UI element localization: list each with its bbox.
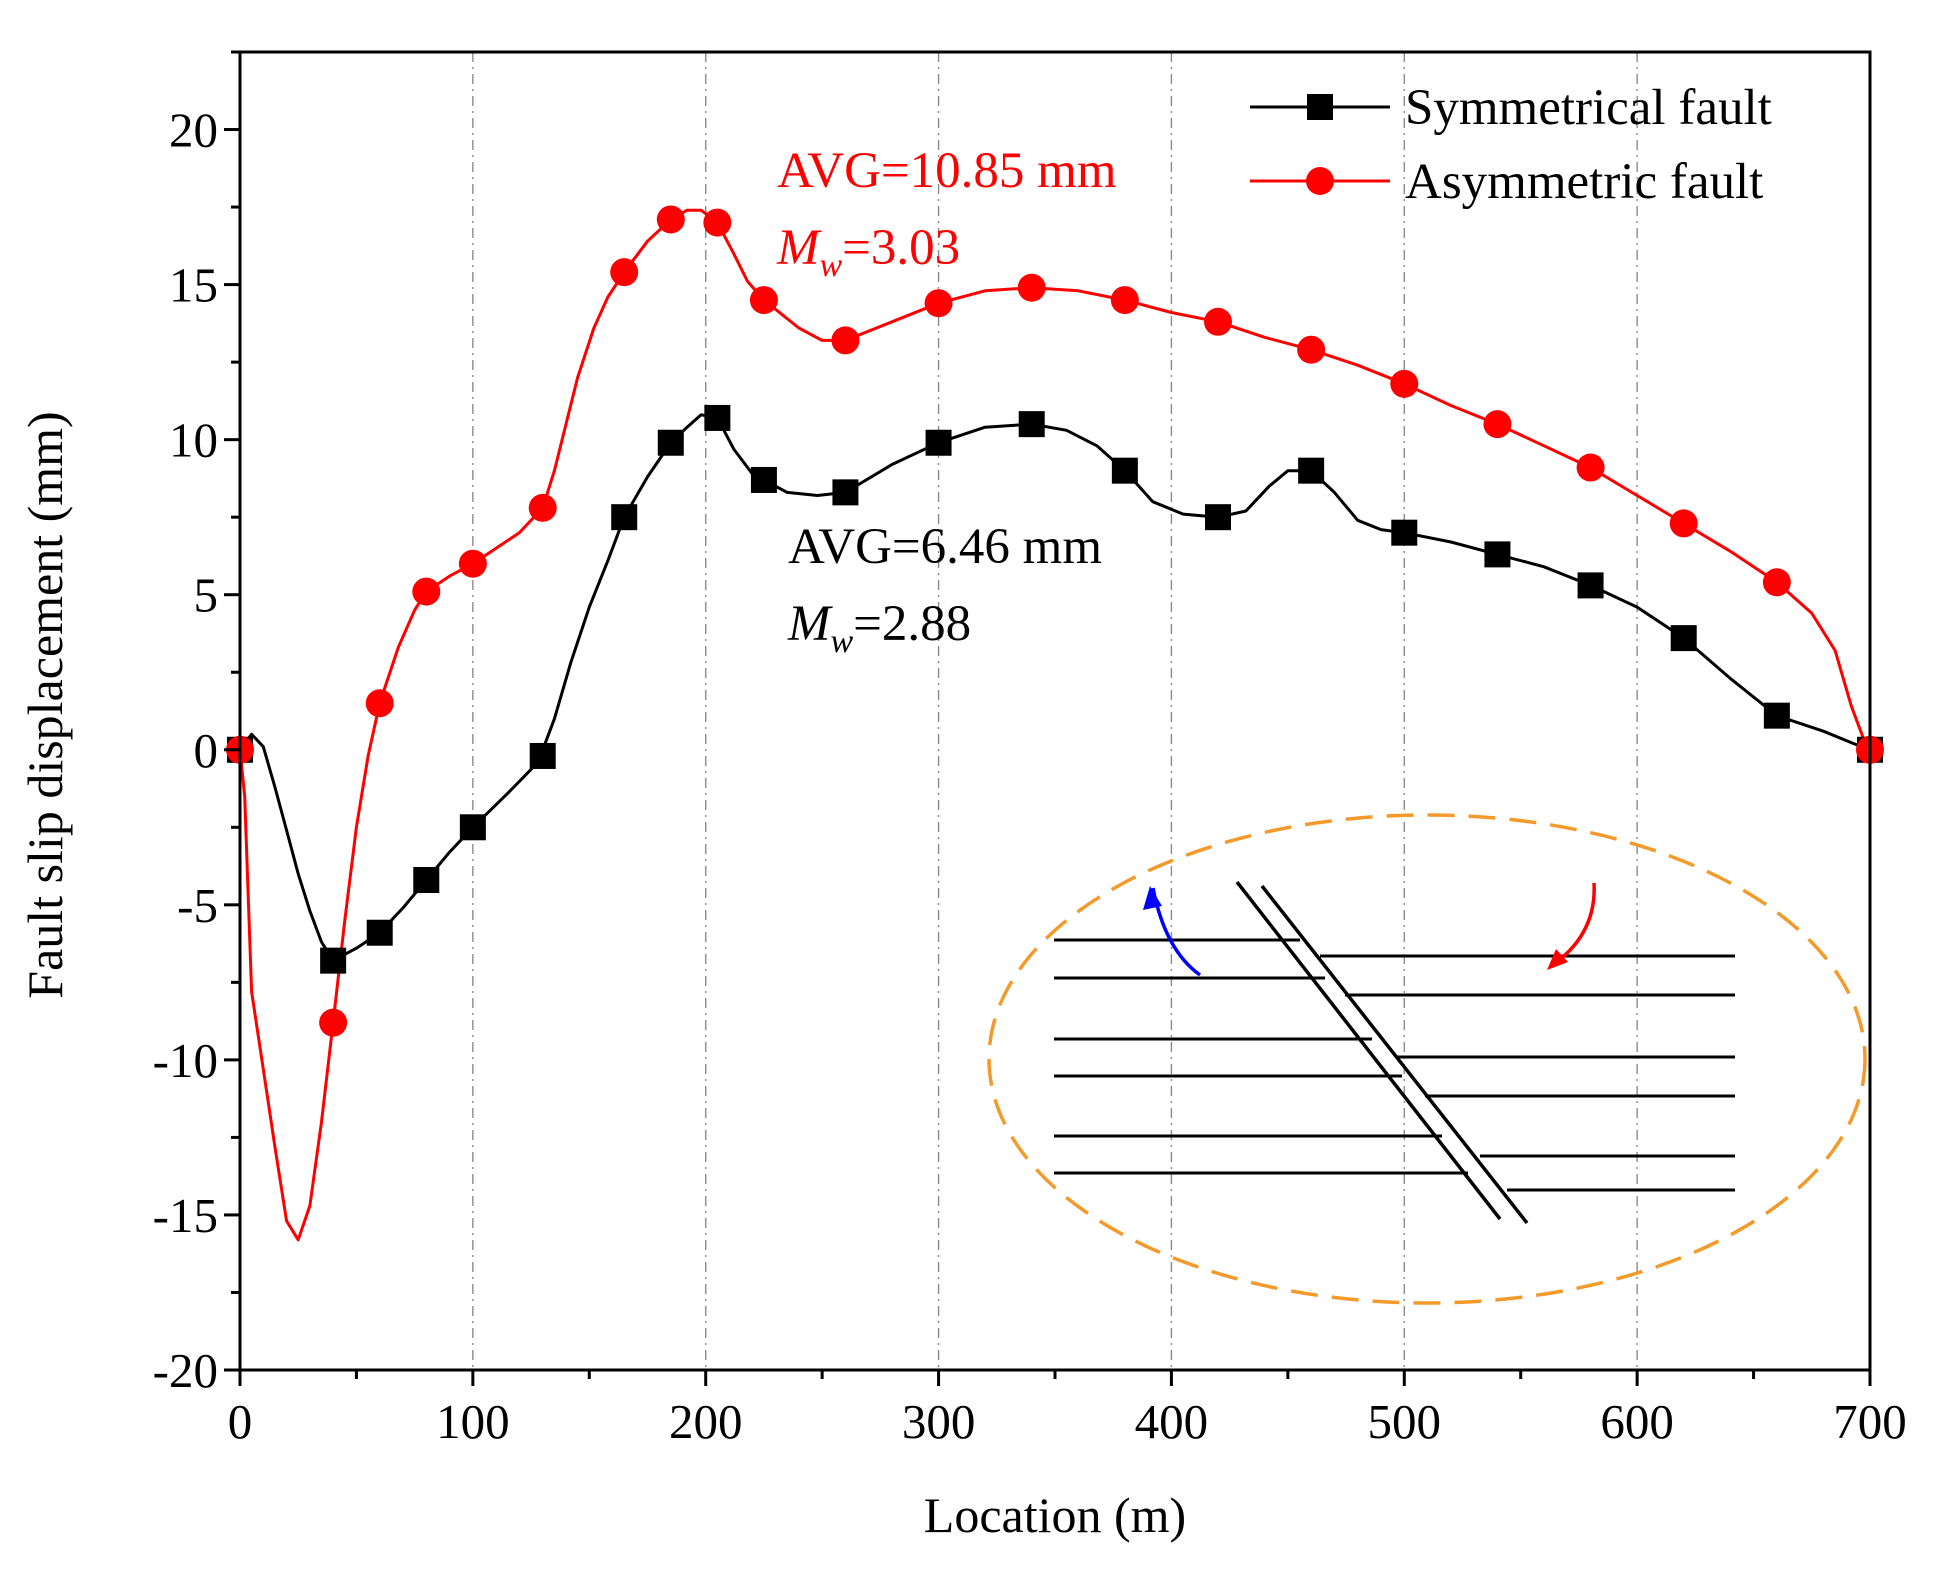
- legend-asymmetric-label: Asymmetric fault: [1405, 154, 1763, 210]
- asymmetric-point-15: [1297, 335, 1326, 364]
- inset-schematic: [987, 813, 1867, 1305]
- symmetrical-point-4: [459, 814, 486, 841]
- asymmetric-point-20: [1762, 568, 1791, 597]
- symmetrical-point-13: [1111, 457, 1138, 484]
- asymmetric-point-8: [703, 208, 732, 237]
- series-layer: [226, 205, 1884, 1242]
- y-tick-label-5: 5: [194, 568, 219, 623]
- y-axis-title: Fault slip displacement (mm): [17, 411, 73, 998]
- annotation-asym-mw: Mw=3.03: [776, 220, 960, 284]
- annotation-sym-avg: AVG=6.46 mm: [788, 519, 1102, 575]
- y-tick-label-3: -5: [177, 878, 218, 933]
- asymmetric-point-4: [458, 549, 487, 578]
- x-tick-label-3: 300: [902, 1394, 976, 1449]
- y-tick-label-6: 10: [169, 413, 218, 468]
- asymmetric-point-6: [610, 258, 639, 287]
- symmetrical-point-16: [1391, 519, 1418, 546]
- x-tick-label-1: 100: [436, 1394, 510, 1449]
- inset-blue-arrowhead: [1143, 886, 1162, 910]
- inset-right-strata: [1320, 954, 1735, 1192]
- symmetrical-point-7: [657, 429, 684, 456]
- symmetrical-point-18: [1577, 572, 1604, 599]
- symmetrical-point-11: [925, 429, 952, 456]
- symmetrical-point-5: [529, 742, 556, 769]
- legend-symmetrical-label: Symmetrical fault: [1405, 80, 1772, 136]
- asymmetric-point-5: [528, 493, 557, 522]
- symmetrical-point-10: [832, 479, 859, 506]
- annotations: AVG=10.85 mm Mw=3.03 AVG=6.46 mm Mw=2.88: [776, 143, 1117, 660]
- symmetrical-point-20: [1763, 702, 1790, 729]
- symmetrical-point-19: [1670, 625, 1697, 652]
- asymmetric-point-16: [1390, 369, 1419, 398]
- asymmetric-point-3: [412, 577, 441, 606]
- y-tick-label-0: -20: [153, 1343, 218, 1398]
- symmetrical-point-9: [750, 466, 777, 493]
- y-tick-label-8: 20: [169, 103, 218, 158]
- x-tick-label-2: 200: [669, 1394, 743, 1449]
- x-tick-label-4: 400: [1135, 1394, 1209, 1449]
- x-axis-title: Location (m): [924, 1487, 1186, 1543]
- symmetrical-point-14: [1205, 504, 1231, 531]
- annotation-asym-avg: AVG=10.85 mm: [777, 143, 1117, 199]
- y-tick-label-1: -15: [153, 1188, 218, 1243]
- symmetrical-series-line: [238, 413, 1871, 963]
- x-tick-label-6: 600: [1600, 1394, 1674, 1449]
- asymmetric-point-19: [1669, 509, 1698, 538]
- legend: Symmetrical fault Asymmetric fault: [1250, 80, 1772, 210]
- symmetrical-point-12: [1018, 411, 1045, 438]
- asymmetric-point-12: [1017, 273, 1046, 302]
- asymmetric-point-9: [749, 286, 778, 315]
- symmetrical-point-8: [704, 404, 731, 431]
- inset-left-strata: [1054, 938, 1468, 1175]
- symmetrical-point-1: [320, 947, 347, 974]
- symmetrical-point-6: [611, 504, 638, 531]
- symmetrical-point-2: [366, 919, 393, 946]
- y-tick-label-7: 15: [169, 258, 218, 313]
- asymmetric-point-14: [1204, 307, 1232, 336]
- y-tick-label-2: -10: [153, 1033, 218, 1088]
- inset-blue-arrow: [1151, 887, 1202, 977]
- asymmetric-point-10: [831, 326, 860, 355]
- inset-dashed-ellipse: [987, 813, 1867, 1305]
- legend-asymmetric-marker: [1306, 167, 1334, 195]
- symmetrical-point-3: [413, 867, 440, 894]
- asymmetric-point-7: [656, 205, 685, 234]
- asymmetric-point-18: [1576, 453, 1605, 482]
- inset-red-arrowhead: [1547, 949, 1568, 970]
- annotation-sym-mw: Mw=2.88: [787, 596, 971, 660]
- legend-symmetrical-marker: [1307, 94, 1333, 120]
- y-tick-label-4: 0: [194, 723, 219, 778]
- inset-fault-lines: [1235, 880, 1529, 1225]
- symmetrical-point-17: [1484, 541, 1511, 568]
- asymmetric-point-11: [924, 289, 953, 318]
- symmetrical-point-15: [1298, 457, 1325, 484]
- asymmetric-point-2: [365, 689, 394, 718]
- x-tick-label-0: 0: [228, 1394, 253, 1449]
- asymmetric-point-17: [1483, 410, 1512, 439]
- x-tick-label-5: 500: [1368, 1394, 1442, 1449]
- asymmetric-point-13: [1110, 286, 1139, 315]
- x-tick-label-7: 700: [1833, 1394, 1907, 1449]
- asymmetric-series-line: [238, 208, 1872, 1242]
- asymmetric-point-1: [319, 1008, 348, 1037]
- ticks: 0 100 200 300 400 500 600 700 -20 -15 -10 -5 0 5 10 15 2…: [153, 50, 1907, 1449]
